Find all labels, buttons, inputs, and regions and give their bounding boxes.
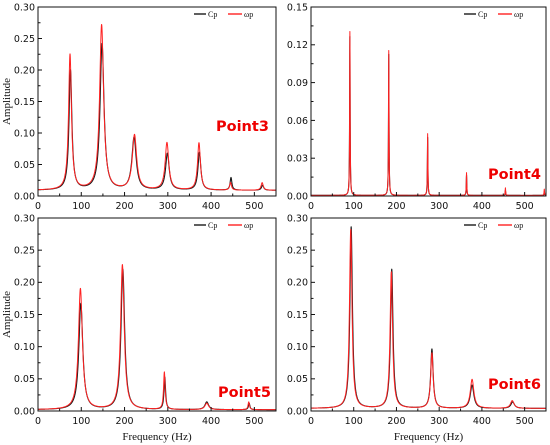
legend-label-wp: ωp (514, 221, 523, 230)
x-tick-label: 400 (202, 201, 220, 212)
x-tick-label: 100 (345, 201, 363, 212)
legend: Cp ωp (464, 221, 523, 230)
plot-frame (37, 217, 277, 412)
y-axis-title: Amplitude (1, 291, 13, 338)
y-tick-label: 0.10 (14, 342, 35, 353)
x-tick-label: 200 (115, 201, 133, 212)
x-tick-label: 500 (516, 416, 534, 427)
y-tick-label: 0.00 (14, 191, 35, 202)
x-tick-label: 500 (516, 201, 534, 212)
x-tick-label: 0 (35, 201, 41, 212)
x-axis-title: Frequency (Hz) (122, 431, 192, 443)
x-tick-label: 400 (473, 201, 491, 212)
x-tick-label: 100 (72, 201, 90, 212)
series-line-wp (310, 31, 547, 196)
point-annotation: Point6 (488, 377, 541, 393)
chart-panel-point6: 0 100 200 300 400 500 0.00 0.05 0.10 0.15 0.20 0.25… (287, 213, 547, 443)
y-tick-label: 0.05 (14, 374, 35, 385)
y-tick-label: 0.30 (14, 213, 35, 224)
legend-label-cp: Cp (208, 221, 217, 230)
y-tick-label: 0.15 (14, 310, 35, 321)
x-tick-label: 500 (245, 201, 263, 212)
legend-label-cp: Cp (478, 221, 487, 230)
point-annotation: Point4 (488, 167, 541, 183)
x-tick-label: 500 (245, 416, 263, 427)
y-tick-label: 0.10 (287, 342, 308, 353)
x-tick-label: 100 (72, 416, 90, 427)
series-line-wp (37, 23, 277, 191)
y-tick-label: 0.12 (287, 40, 308, 51)
y-tick-label: 0.15 (14, 97, 35, 108)
x-tick-label: 400 (473, 416, 491, 427)
chart-panel-point4: 0 100 200 300 400 500 0.00 0.03 0.06 0.09 0.12 0.15… (287, 2, 547, 212)
chart-panel-point5: 0 100 200 300 400 500 0.00 0.05 0.10 0.15 0.20 0.25… (1, 213, 277, 443)
y-tick-label: 0.15 (287, 310, 308, 321)
y-tick-label: 0.00 (14, 406, 35, 417)
x-tick-label: 0 (308, 416, 314, 427)
y-tick-label: 0.05 (14, 160, 35, 171)
y-tick-label: 0.30 (287, 213, 308, 224)
y-tick-label: 0.03 (287, 154, 308, 165)
legend: Cp ωp (464, 10, 523, 19)
x-tick-label: 300 (159, 416, 177, 427)
chart-panel-point3: 0 100 200 300 400 500 0.00 0.05 0.10 0.15 0.20 0.25… (1, 2, 277, 212)
x-tick-label: 0 (35, 416, 41, 427)
x-tick-label: 200 (387, 201, 405, 212)
x-tick-label: 200 (115, 416, 133, 427)
y-tick-label: 0.06 (287, 116, 308, 127)
x-tick-label: 200 (387, 416, 405, 427)
x-axis-title: Frequency (Hz) (394, 431, 464, 443)
y-tick-label: 0.10 (14, 128, 35, 139)
point-annotation: Point3 (216, 119, 269, 135)
y-tick-label: 0.00 (287, 406, 308, 417)
legend-label-wp: ωp (244, 221, 253, 230)
y-tick-label: 0.00 (287, 191, 308, 202)
y-tick-label: 0.25 (14, 34, 35, 45)
y-tick-label: 0.20 (14, 65, 35, 76)
y-tick-label: 0.20 (287, 278, 308, 289)
y-axis-title: Amplitude (1, 78, 13, 125)
y-tick-label: 0.15 (287, 2, 308, 13)
x-tick-label: 300 (430, 416, 448, 427)
legend-label-wp: ωp (244, 10, 253, 19)
x-tick-label: 300 (430, 201, 448, 212)
legend-label-cp: Cp (478, 10, 487, 19)
point-annotation: Point5 (218, 385, 271, 401)
legend: Cp ωp (194, 221, 253, 230)
x-tick-label: 400 (202, 416, 220, 427)
y-tick-label: 0.25 (287, 246, 308, 257)
series-line-wp (37, 264, 277, 411)
legend-label-cp: Cp (208, 10, 217, 19)
y-tick-label: 0.05 (287, 374, 308, 385)
x-tick-label: 100 (345, 416, 363, 427)
y-tick-label: 0.09 (287, 78, 308, 89)
legend: Cp ωp (194, 10, 253, 19)
legend-label-wp: ωp (514, 10, 523, 19)
y-tick-label: 0.30 (14, 2, 35, 13)
y-tick-label: 0.20 (14, 278, 35, 289)
x-tick-label: 300 (159, 201, 177, 212)
series-line-wp (310, 228, 547, 409)
y-tick-label: 0.25 (14, 246, 35, 257)
x-tick-label: 0 (308, 201, 314, 212)
